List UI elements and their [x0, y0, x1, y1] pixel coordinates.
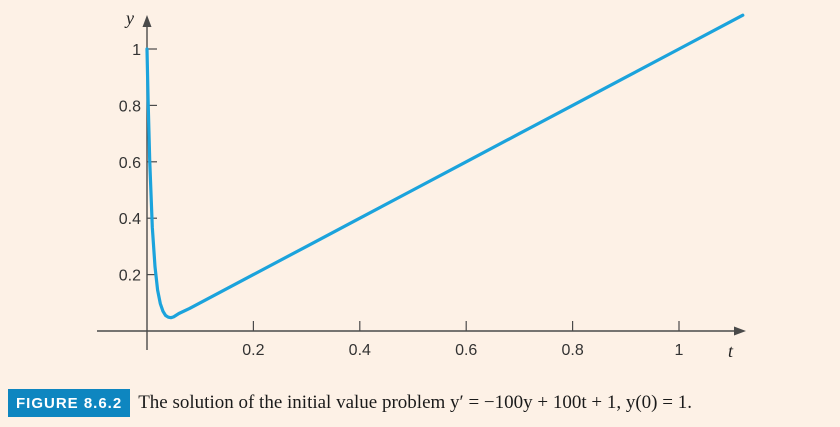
y-tick-label: 0.6: [119, 155, 141, 172]
y-axis-label: y: [124, 8, 134, 28]
x-tick-label: 0.2: [242, 342, 264, 359]
series-layer: [145, 13, 745, 320]
x-tick-label: 1: [675, 342, 684, 359]
x-tick-label: 0.8: [561, 342, 583, 359]
figure-caption: FIGURE 8.6.2 The solution of the initial…: [8, 388, 692, 418]
figure-label-badge: FIGURE 8.6.2: [8, 389, 131, 417]
x-tick-label: 0.6: [455, 342, 477, 359]
y-tick-label: 1: [132, 42, 141, 59]
x-axis-label: t: [728, 341, 734, 361]
solution-curve: [145, 13, 745, 320]
y-tick-label: 0.2: [119, 268, 141, 285]
x-tick-label: 0.4: [349, 342, 371, 359]
chart: 0.2 0.4 0.6 0.8 1 0.2 0.4 0.6 0.8 1 t y: [97, 8, 746, 361]
y-tick-label: 0.8: [119, 98, 141, 115]
figure-caption-text: The solution of the initial value proble…: [138, 392, 692, 413]
y-axis-arrow: [142, 15, 152, 27]
ticks: 0.2 0.4 0.6 0.8 1 0.2 0.4 0.6 0.8 1: [119, 42, 684, 359]
y-tick-label: 0.4: [119, 211, 141, 228]
x-axis-arrow: [734, 326, 746, 336]
